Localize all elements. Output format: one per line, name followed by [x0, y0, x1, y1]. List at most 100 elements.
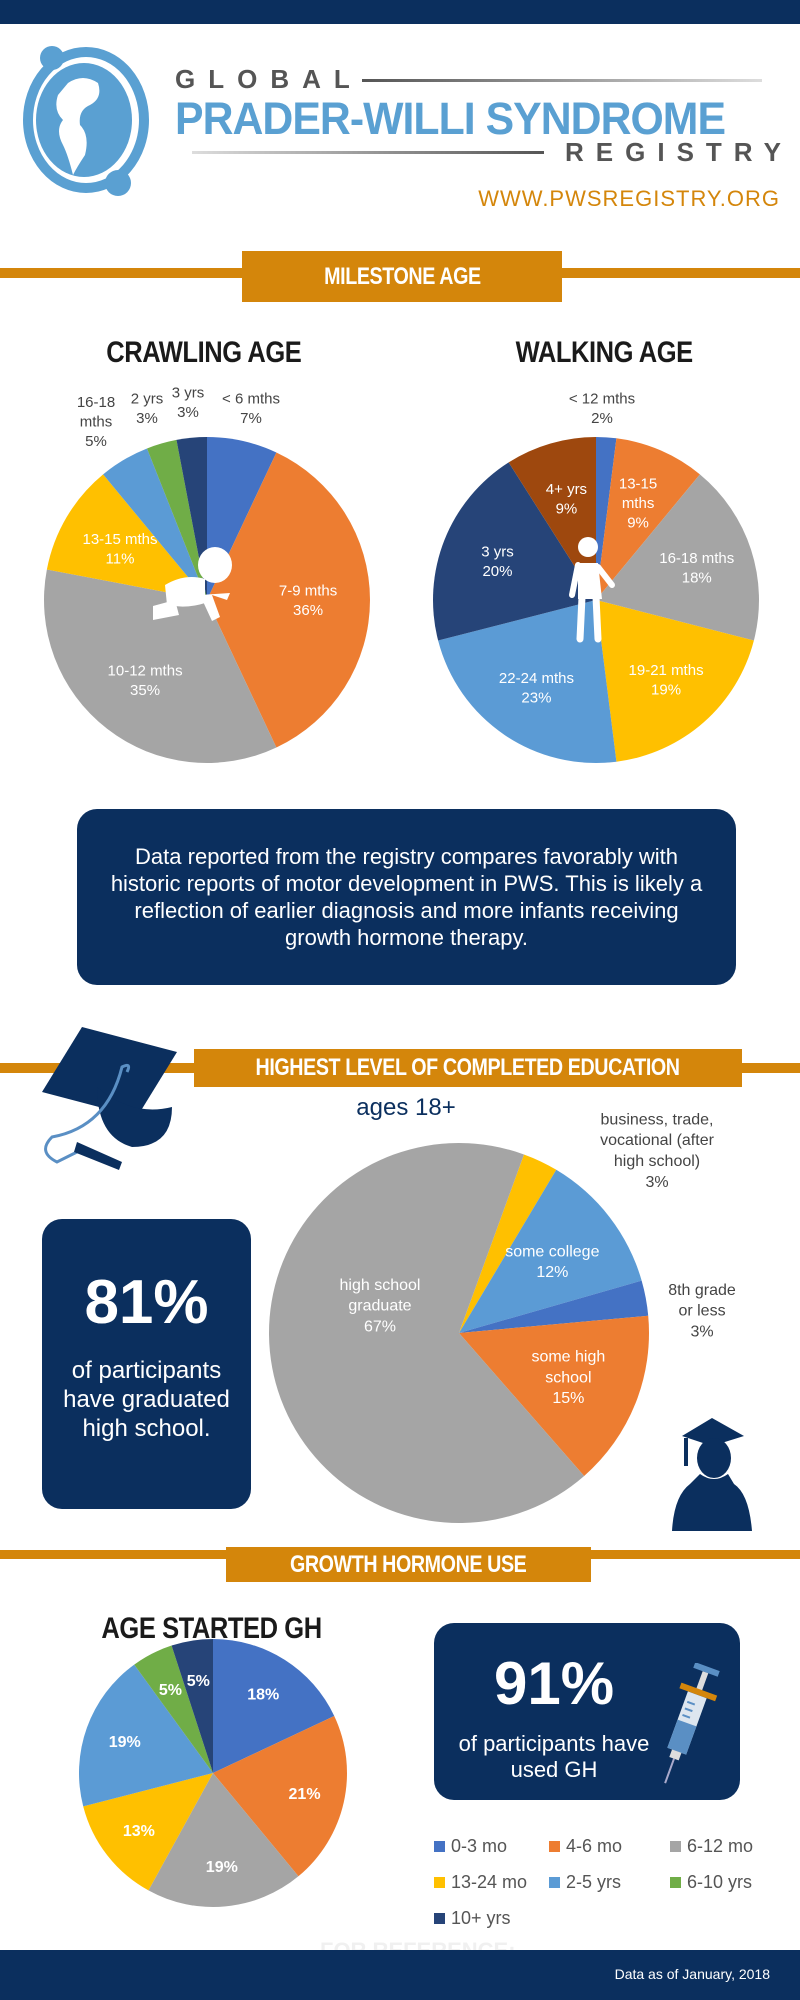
pie-label: 22-24 mths 23% — [499, 670, 574, 707]
pie-label: < 6 mths 7% — [222, 391, 280, 428]
pie-slice — [146, 439, 207, 600]
legend-label: 4-6 mo — [566, 1836, 623, 1856]
legend-swatch — [670, 1877, 681, 1888]
pie-label: 3 yrs 3% — [172, 385, 205, 422]
legend-swatch — [670, 1841, 681, 1852]
legend-item: 6-12 mo — [670, 1836, 753, 1857]
pie-label: < 12 mths 2% — [569, 391, 635, 428]
legend-label: 10+ yrs — [451, 1908, 511, 1928]
pie-slice — [459, 1169, 642, 1333]
graduation-cap-icon — [42, 1027, 177, 1170]
education-stat-box: 81% of participants have graduated high … — [42, 1219, 251, 1509]
pie-label: some high school 15% — [531, 1349, 605, 1408]
pie-slice — [213, 1715, 347, 1877]
legend-swatch — [434, 1877, 445, 1888]
legend-item: 0-3 mo — [434, 1836, 507, 1857]
pie-label: 2 yrs 3% — [131, 391, 164, 428]
logo-title: PRADER-WILLI SYNDROME — [175, 93, 726, 144]
website-link[interactable]: WWW.PWSREGISTRY.ORG — [478, 186, 780, 211]
section-title-education: HIGHEST LEVEL OF COMPLETED EDUCATION — [194, 1049, 742, 1087]
pie-label: high school graduate 67% — [340, 1277, 421, 1336]
section-title-text: GROWTH HORMONE USE — [290, 1550, 527, 1578]
education-stat-text: of participants have graduated high scho… — [63, 1357, 230, 1442]
pie-label: 21% — [289, 1786, 321, 1803]
legend-item: 13-24 mo — [434, 1872, 527, 1893]
logo-line-bottom — [192, 151, 544, 154]
pie-label: business, trade, vocational (after high sc… — [600, 1111, 715, 1190]
pie-slice — [596, 600, 754, 762]
chart-title-crawling: CRAWLING AGE — [54, 336, 354, 370]
legend-swatch — [434, 1841, 445, 1852]
age-started-gh-pie: 18% 21% 19% 13% 19% 5% 5% — [79, 1639, 347, 1907]
legend-item: 4-6 mo — [549, 1836, 622, 1857]
legend-swatch — [434, 1913, 445, 1924]
pie-slice — [596, 437, 617, 600]
pie-label: 5% — [159, 1682, 182, 1699]
pie-slice — [46, 474, 207, 600]
pie-label: 13% — [123, 1823, 155, 1840]
graduate-silhouette-icon — [672, 1418, 752, 1531]
pie-label: 3 yrs 20% — [481, 543, 514, 580]
pie-slice — [459, 1315, 649, 1476]
pie-slice — [596, 438, 700, 600]
legend-label: 6-10 yrs — [687, 1872, 753, 1892]
pie-label: 13-15 mths 11% — [82, 531, 157, 568]
pie-slice — [83, 1773, 213, 1891]
gh-stat-box: 91% of participants have used GH — [434, 1623, 740, 1800]
pie-label: 5% — [187, 1673, 210, 1690]
pie-slice — [134, 1645, 213, 1773]
pie-slice — [213, 1639, 335, 1773]
logo-global: GLOBAL — [175, 64, 363, 94]
pie-label: 4+ yrs 9% — [546, 481, 587, 518]
chart-title-text: WALKING AGE — [515, 336, 693, 369]
chart-title-text: CRAWLING AGE — [106, 336, 302, 369]
milestone-note-text: Data reported from the registry compares… — [110, 844, 703, 950]
section-title-text: MILESTONE AGE — [323, 262, 481, 290]
chart-title-walking: WALKING AGE — [454, 336, 754, 370]
gh-stat-text: of participants have used GH — [458, 1731, 650, 1782]
pie-label: 19% — [206, 1859, 238, 1876]
gh-stat-value: 91% — [493, 1650, 615, 1717]
logo-line-top — [362, 79, 762, 82]
pie-label: 10-12 mths 35% — [108, 662, 183, 699]
pie-label: 18% — [247, 1686, 279, 1703]
pie-label: 19% — [109, 1734, 141, 1751]
legend-swatch — [549, 1877, 560, 1888]
crawling-baby-icon — [153, 547, 232, 621]
legend-label: 0-3 mo — [451, 1836, 508, 1856]
footer-note: Data as of January, 2018 — [614, 1966, 770, 1982]
logo-registry: REGISTRY — [565, 137, 793, 167]
pie-slice — [207, 452, 370, 748]
section-title-growth: GROWTH HORMONE USE — [226, 1547, 591, 1582]
top-bar — [0, 0, 800, 24]
education-subtitle: ages 18+ — [356, 1094, 456, 1121]
pie-slice — [171, 1639, 213, 1773]
legend-label: 2-5 yrs — [566, 1872, 622, 1892]
legend-item: 6-10 yrs — [670, 1872, 752, 1893]
legend-item: 2-5 yrs — [549, 1872, 621, 1893]
pie-slice — [433, 462, 596, 641]
section-title-milestone: MILESTONE AGE — [242, 251, 562, 302]
pie-slice — [79, 1664, 213, 1807]
pie-slice — [508, 437, 596, 600]
legend-label: 6-12 mo — [687, 1836, 754, 1856]
section-title-text: HIGHEST LEVEL OF COMPLETED EDUCATION — [255, 1054, 681, 1081]
pie-label: 16-18 mths 5% — [77, 394, 115, 450]
syringe-icon — [664, 1663, 720, 1784]
globe-logo-icon — [23, 46, 149, 196]
footer-bar: Data as of January, 2018 — [0, 1950, 800, 2000]
walking-person-icon — [569, 537, 615, 643]
crawling-age-pie: < 6 mths 7% 7-9 mths 36% 10-12 mths 35% 13-15 … — [44, 385, 370, 763]
pie-label: 13-15 mths 9% — [619, 476, 657, 532]
pie-slice — [148, 1773, 299, 1907]
pie-slice — [459, 1280, 649, 1333]
milestone-note-box: Data reported from the registry compares… — [77, 809, 736, 985]
pie-slice — [438, 600, 617, 763]
education-pie: business, trade, vocational (after high sc… — [269, 1111, 736, 1523]
pie-slice — [103, 448, 207, 600]
legend-swatch — [549, 1841, 560, 1852]
pie-slice — [596, 474, 759, 641]
walking-age-pie: < 12 mths 2% 13-15 mths 9%16-18 mths 18% 19-21… — [433, 391, 759, 763]
legend-label: 13-24 mo — [451, 1872, 528, 1892]
education-stat-value: 81% — [84, 1268, 209, 1337]
